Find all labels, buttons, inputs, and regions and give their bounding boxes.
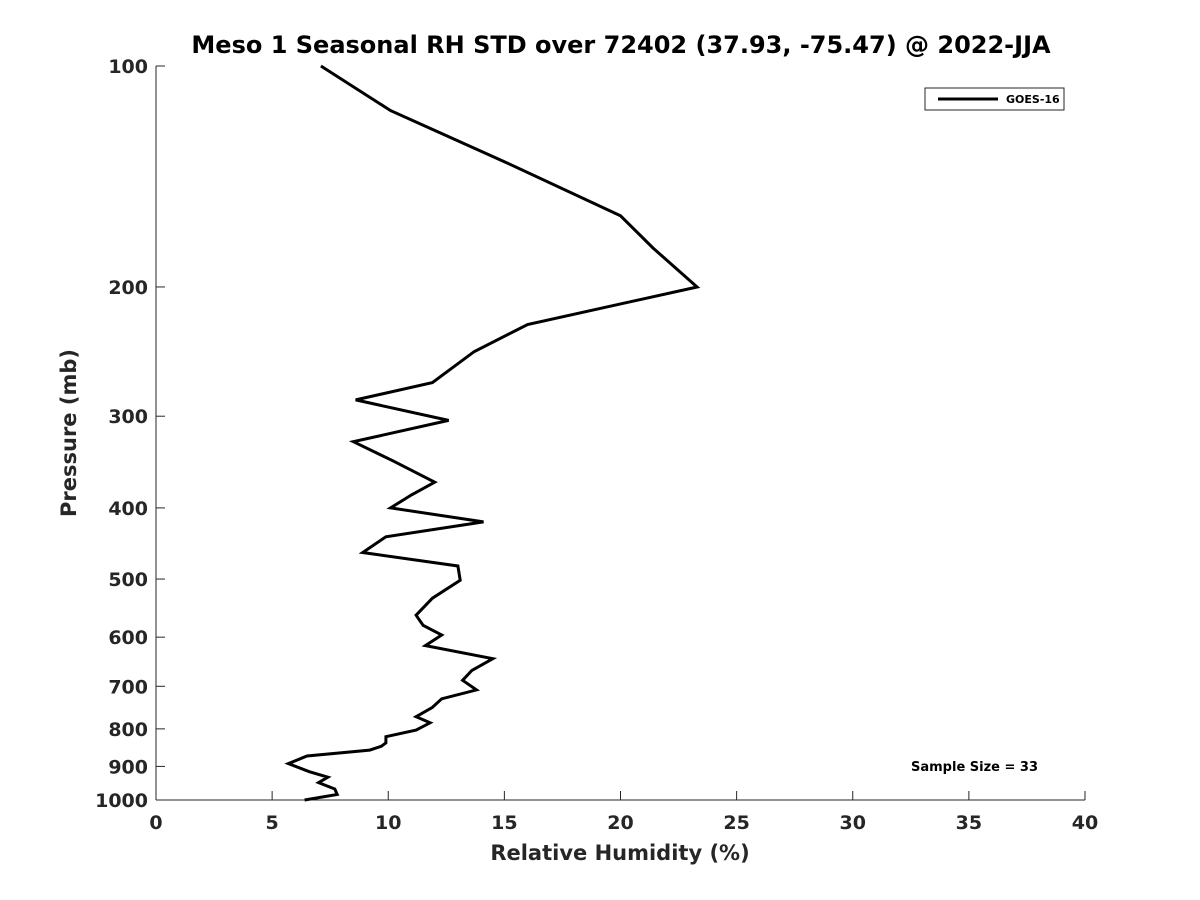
y-tick-label: 200 (108, 277, 148, 299)
y-tick-label: 300 (108, 406, 148, 428)
y-tick-label: 900 (108, 756, 148, 778)
sample-size-annotation: Sample Size = 33 (911, 760, 1038, 775)
series-group (284, 64, 701, 802)
x-tick-label: 20 (607, 812, 633, 834)
y-axis-ticks: 100 200 300 400 500 600 700 800 900 1000 (95, 56, 165, 812)
y-tick-label: 600 (108, 627, 148, 649)
x-tick-label: 0 (149, 812, 162, 834)
y-tick-label: 100 (108, 56, 148, 78)
x-axis-label: Relative Humidity (%) (490, 841, 749, 865)
x-tick-label: 15 (491, 812, 517, 834)
x-tick-label: 30 (840, 812, 866, 834)
plot-area: 0 5 10 15 20 25 30 35 40 100 200 300 400 500 600 700 80… (95, 56, 1098, 834)
y-tick-label: 800 (108, 719, 148, 741)
y-tick-label: 700 (108, 676, 148, 698)
x-tick-label: 35 (956, 812, 982, 834)
plot-frame (156, 66, 1085, 800)
y-tick-label: 1000 (95, 790, 148, 812)
y-tick-label: 500 (108, 569, 148, 591)
x-tick-label: 10 (375, 812, 401, 834)
y-tick-label: 400 (108, 498, 148, 520)
legend: GOES-16 (924, 87, 1065, 111)
x-tick-label: 25 (723, 812, 749, 834)
x-tick-label: 5 (266, 812, 279, 834)
chart-title: Meso 1 Seasonal RH STD over 72402 (37.93… (191, 31, 1051, 59)
series-line-goes-16 (284, 64, 701, 802)
x-axis-ticks: 0 5 10 15 20 25 30 35 40 (149, 791, 1098, 834)
x-tick-label: 40 (1072, 812, 1098, 834)
y-axis-label: Pressure (mb) (57, 349, 81, 517)
legend-label-goes-16: GOES-16 (1006, 93, 1060, 106)
